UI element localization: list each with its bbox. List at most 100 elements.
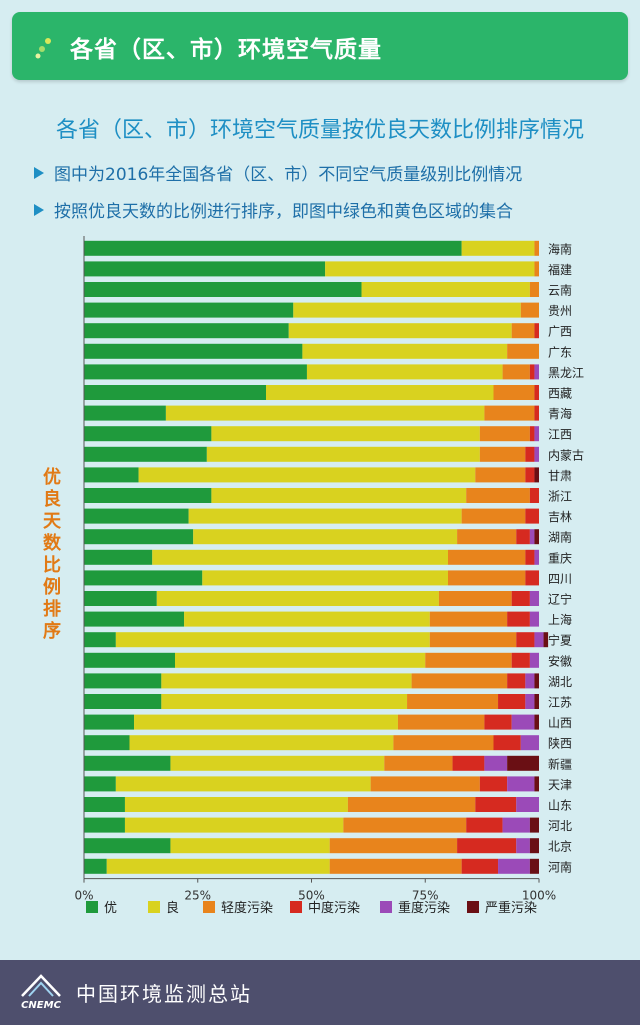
category-label: 陕西 xyxy=(548,736,572,751)
bar-segment xyxy=(457,529,517,545)
bar-segment xyxy=(529,817,539,833)
bar-segment xyxy=(507,755,539,771)
category-label: 黑龙江 xyxy=(548,366,584,380)
bar-segment xyxy=(84,261,326,277)
bar-segment xyxy=(529,426,535,442)
bar-segment xyxy=(84,343,303,359)
bar-segment xyxy=(534,467,539,483)
bar-segment xyxy=(516,797,539,812)
triangle-bullet-icon xyxy=(34,204,44,216)
category-label: 湖南 xyxy=(548,530,572,545)
bar-segment xyxy=(84,446,207,462)
bar-segment xyxy=(484,714,512,730)
bar-segment xyxy=(529,282,539,297)
bar-segment xyxy=(138,467,476,483)
stacked-bar-chart: 海南福建云南贵州广西广东黑龙江西藏青海江西内蒙古甘肃浙江吉林湖南重庆四川辽宁上海… xyxy=(74,236,584,916)
bar-segment xyxy=(525,673,535,689)
legend-swatch xyxy=(380,901,392,913)
bar-segment xyxy=(525,446,535,462)
bar-segment xyxy=(498,694,526,709)
x-tick-label: 75% xyxy=(412,889,439,903)
bar-segment xyxy=(511,323,535,339)
legend-label: 良 xyxy=(166,900,179,916)
bar-segment xyxy=(534,632,544,648)
cnemc-logo-icon: CNEMC xyxy=(21,974,62,1011)
bar-segment xyxy=(511,652,530,668)
note-item: 按照优良天数的比例进行排序，即图中绿色和黄色区域的集合 xyxy=(34,197,513,222)
bar-segment xyxy=(529,364,535,380)
bar-segment xyxy=(302,343,508,359)
bar-segment xyxy=(325,261,535,277)
bar-segment xyxy=(534,529,539,545)
legend-label: 重度污染 xyxy=(398,900,450,916)
organization-name: 中国环境监测总站 xyxy=(76,982,252,1006)
bar-segment xyxy=(475,467,526,483)
bar-segment xyxy=(84,776,116,792)
category-label: 河南 xyxy=(548,859,572,874)
bar-segment xyxy=(448,549,526,565)
bar-segment xyxy=(134,714,398,730)
bar-segment xyxy=(479,776,508,792)
bar-segment xyxy=(293,302,521,318)
legend-label: 中度污染 xyxy=(308,900,360,916)
bar-segment xyxy=(516,529,530,545)
bar-segment xyxy=(170,838,330,854)
bar-segment xyxy=(534,446,539,462)
bar-segment xyxy=(384,755,453,771)
bar-segment xyxy=(429,632,517,648)
bar-segment xyxy=(84,591,157,606)
bar-segment xyxy=(475,797,517,812)
bar-segment xyxy=(493,735,521,751)
bar-segment xyxy=(452,755,485,771)
bar-segment xyxy=(306,364,503,380)
category-label: 内蒙古 xyxy=(548,447,584,462)
category-label: 广东 xyxy=(548,345,572,359)
bar-segment xyxy=(461,508,526,524)
bar-segment xyxy=(429,611,508,627)
category-label: 上海 xyxy=(548,612,572,627)
bar-segment xyxy=(534,240,539,256)
category-label: 山东 xyxy=(548,799,572,813)
bar-segment xyxy=(534,426,539,442)
bar-segment xyxy=(206,446,480,462)
category-label: 江苏 xyxy=(548,696,572,710)
x-tick-label: 0% xyxy=(74,889,93,903)
bar-segment xyxy=(511,591,530,606)
bar-segment xyxy=(516,632,535,648)
bar-segment xyxy=(520,735,539,751)
category-label: 河北 xyxy=(548,819,572,833)
bar-segment xyxy=(507,611,530,627)
bar-segment xyxy=(511,714,535,730)
category-label: 新疆 xyxy=(548,756,572,771)
bar-segment xyxy=(175,652,426,668)
bar-segment xyxy=(84,797,125,812)
bar-segment xyxy=(479,446,526,462)
category-label: 青海 xyxy=(548,406,572,421)
category-label: 云南 xyxy=(548,283,572,298)
legend-label: 严重污染 xyxy=(485,900,537,916)
bar-segment xyxy=(534,549,539,565)
bar-segment xyxy=(466,488,530,503)
bar-segment xyxy=(370,776,480,792)
footer: CNEMC 中国环境监测总站 xyxy=(0,960,640,1025)
legend-label: 优 xyxy=(104,901,117,916)
bar-segment xyxy=(411,673,508,689)
bar-segment xyxy=(457,838,517,854)
bar-segment xyxy=(361,282,530,297)
bar-segment xyxy=(161,673,412,689)
bar-segment xyxy=(106,858,330,874)
bar-segment xyxy=(161,694,408,709)
bar-segment xyxy=(534,776,539,792)
bar-segment xyxy=(407,694,499,709)
bar-segment xyxy=(498,858,530,874)
bar-segment xyxy=(461,858,499,874)
legend-label: 轻度污染 xyxy=(221,900,273,916)
bar-segment xyxy=(493,385,535,400)
bar-segment xyxy=(129,735,394,751)
legend-swatch xyxy=(290,901,302,913)
bar-segment xyxy=(329,838,458,854)
bar-segment xyxy=(520,302,539,318)
bar-segment xyxy=(84,549,153,565)
bar-segment xyxy=(507,673,526,689)
bar-segment xyxy=(484,755,508,771)
